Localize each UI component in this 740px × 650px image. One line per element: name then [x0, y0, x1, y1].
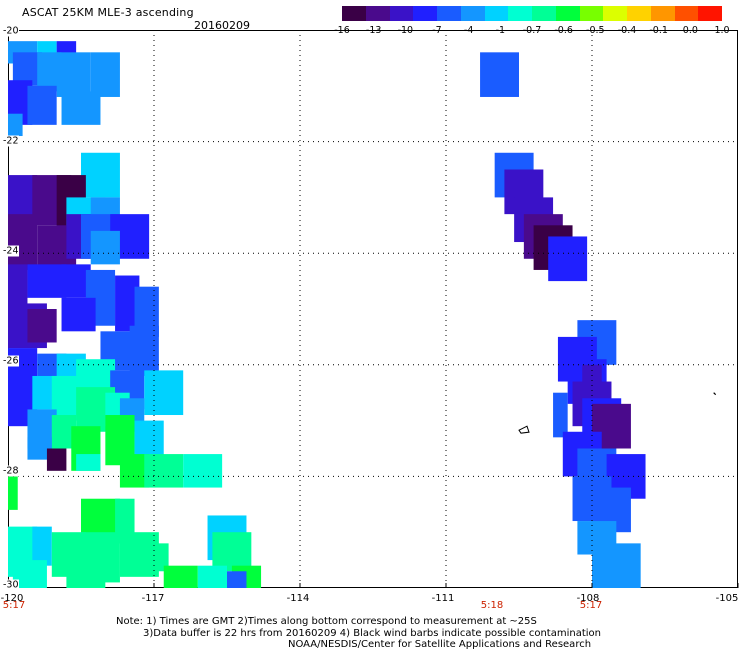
lat-label-30: -30 [3, 579, 19, 591]
wind-cell [134, 420, 164, 460]
lon-label-114: -114 [286, 593, 310, 604]
wind-cell [212, 532, 252, 572]
wind-cell [61, 297, 96, 332]
wind-cell [8, 264, 28, 309]
wind-cell [90, 230, 120, 265]
lon-label-105: -105 [715, 593, 739, 604]
wind-cell [81, 152, 120, 198]
colorbar-segment [437, 6, 461, 21]
wind-cell [56, 52, 91, 97]
map-title: ASCAT 25KM MLE-3 ascending [22, 6, 194, 19]
note-line-1: Note: 1) Times are GMT 2)Times along bot… [116, 616, 537, 627]
colorbar-segment [413, 6, 437, 21]
wind-cell [27, 309, 57, 343]
time-label-second: 5:18 [480, 600, 504, 611]
wind-cell [27, 437, 52, 460]
note-line-3: NOAA/NESDIS/Center for Satellite Applica… [288, 639, 592, 650]
wind-cell [8, 214, 38, 270]
colorbar-segment [460, 6, 485, 21]
time-label-third: 5:17 [579, 600, 603, 611]
colorbar-segment [555, 6, 580, 21]
wind-cell [227, 571, 247, 588]
wind-cell [592, 543, 641, 588]
color-scale-bar [342, 6, 722, 21]
lat-label-28: -28 [3, 465, 19, 477]
wind-cell [61, 91, 101, 125]
time-label-first: 5:17 [2, 600, 26, 611]
colorbar-segment [342, 6, 366, 21]
wind-barb-mark [713, 392, 717, 396]
wind-cell [144, 454, 184, 488]
colorbar-segment [579, 6, 604, 21]
lon-label-120: -120 [0, 593, 24, 604]
lat-label-20: -20 [3, 25, 19, 37]
colorbar-segment [532, 6, 556, 21]
wind-cell [46, 448, 67, 471]
wind-cell [66, 565, 106, 588]
note-line-2: 3)Data buffer is 22 hrs from 20160209 4)… [143, 628, 601, 639]
lon-label-117: -117 [141, 593, 165, 604]
colorbar-segment [674, 6, 699, 21]
colorbar-segment [698, 6, 722, 21]
wind-cell [553, 392, 568, 438]
wind-cell [197, 565, 227, 588]
lat-label-26: -26 [3, 355, 19, 367]
wind-cell [8, 470, 18, 510]
colorbar-segment [389, 6, 414, 21]
map-date: 20160209 [194, 19, 250, 32]
lon-label-111: -111 [431, 593, 455, 604]
lat-label-22: -22 [3, 135, 19, 147]
island-outline [518, 425, 530, 434]
wind-cell [27, 264, 67, 298]
wind-cell [144, 370, 184, 416]
colorbar-segment [508, 6, 532, 21]
colorbar-segment [603, 6, 627, 21]
colorbar-segment [650, 6, 675, 21]
colorbar-segment [484, 6, 509, 21]
wind-cell [76, 454, 101, 471]
wind-cell [548, 236, 588, 282]
wind-cell [90, 52, 120, 97]
wind-cell [183, 454, 223, 488]
wind-cell [32, 526, 52, 566]
lon-label-108: -108 [576, 593, 600, 604]
wind-cell [480, 52, 519, 97]
wind-cell [12, 560, 47, 588]
wind-cell [8, 113, 23, 137]
wind-cell [27, 85, 57, 125]
lat-label-24: -24 [3, 245, 19, 257]
wind-cell [163, 565, 198, 588]
colorbar-segment [627, 6, 651, 21]
colorbar-segment [365, 6, 390, 21]
